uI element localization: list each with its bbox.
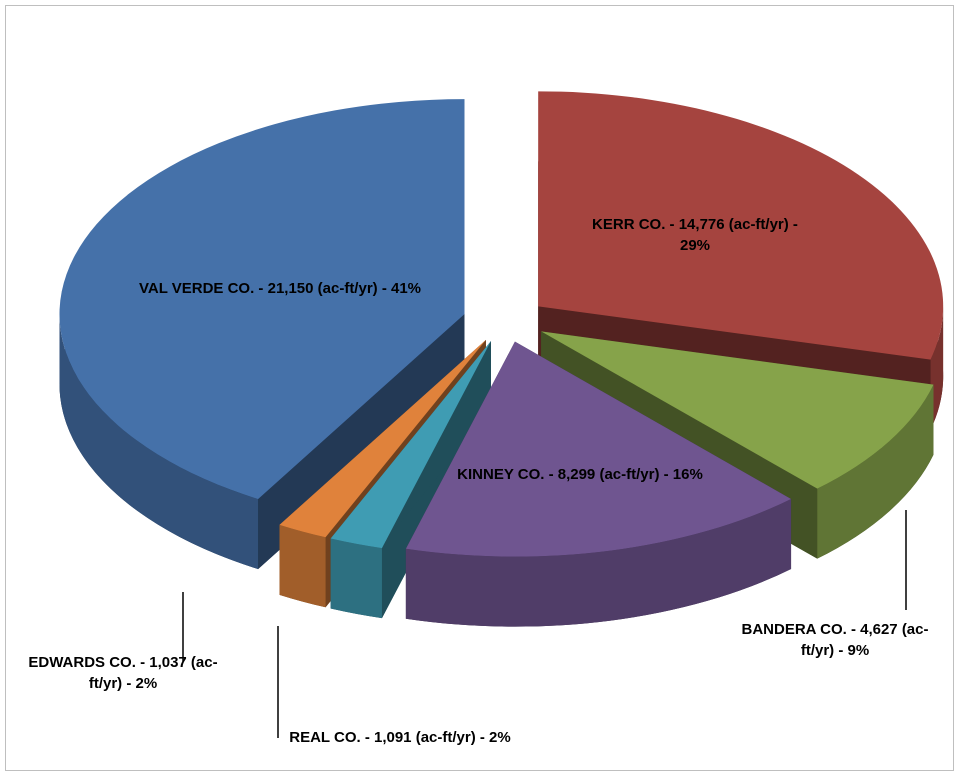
- slice-edge: [405, 498, 792, 627]
- data-label: VAL VERDE CO. - 21,150 (ac-ft/yr) - 41%: [138, 280, 422, 297]
- data-label: EDWARDS CO. - 1,037 (ac-ft/yr) - 2%: [28, 654, 218, 692]
- slice: [59, 99, 465, 500]
- data-label: KINNEY CO. - 8,299 (ac-ft/yr) - 16%: [457, 466, 703, 483]
- data-label: REAL CO. - 1,091 (ac-ft/yr) - 2%: [289, 729, 511, 746]
- slice-side: [279, 339, 486, 595]
- slice-edge: [279, 524, 326, 608]
- slice-edge: [59, 314, 259, 570]
- slice: [279, 339, 486, 538]
- slice: [330, 341, 491, 549]
- data-label: BANDERA CO. - 4,627 (ac-ft/yr) - 9%: [741, 621, 929, 659]
- slice: [538, 91, 944, 360]
- data-label: KERR CO. - 14,776 (ac-ft/yr) - 29%: [592, 216, 798, 254]
- slice-edge: [930, 306, 944, 430]
- slice-edge: [330, 538, 382, 619]
- slice: [405, 341, 792, 557]
- slices: [59, 91, 944, 627]
- slice-edge: [817, 384, 934, 559]
- slice: [541, 331, 934, 489]
